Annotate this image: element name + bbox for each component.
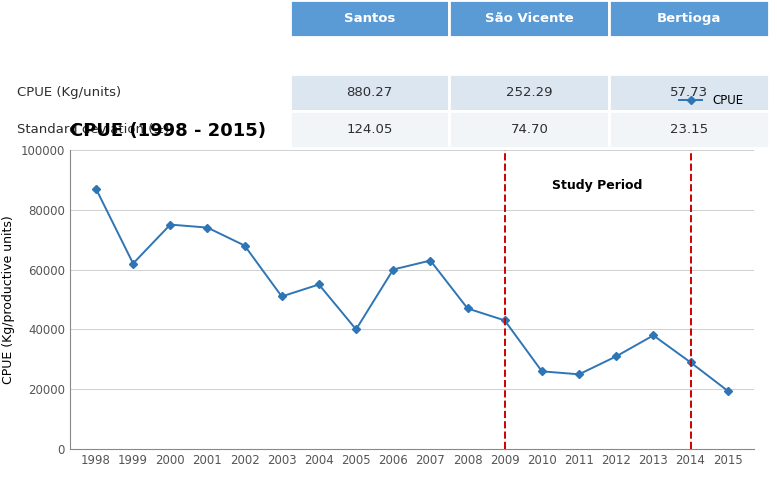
Text: CPUE (1998 - 2015): CPUE (1998 - 2015) (70, 122, 266, 140)
Text: CPUE (Kg/units): CPUE (Kg/units) (17, 86, 121, 99)
Text: 74.70: 74.70 (510, 123, 549, 136)
Text: Standard deviation (±): Standard deviation (±) (17, 123, 169, 136)
Text: 57.73: 57.73 (671, 86, 709, 99)
Text: Bertioga: Bertioga (657, 12, 722, 25)
Text: Study Period: Study Period (552, 179, 643, 192)
Text: 23.15: 23.15 (671, 123, 709, 136)
CPUE (128, 261, 138, 267)
CPUE (91, 186, 100, 192)
Bar (8, 74, 290, 111)
Bar (609, 0, 769, 37)
Legend: CPUE: CPUE (674, 90, 747, 112)
Line: CPUE: CPUE (93, 186, 730, 394)
CPUE (314, 282, 323, 287)
Bar (8, 0, 290, 37)
Text: 252.29: 252.29 (506, 86, 552, 99)
CPUE (611, 354, 621, 359)
Bar (449, 111, 609, 148)
CPUE (351, 327, 361, 332)
Bar (449, 74, 609, 111)
CPUE (240, 242, 249, 248)
Text: São Vicente: São Vicente (485, 12, 573, 25)
CPUE (203, 225, 212, 230)
CPUE (426, 257, 435, 263)
CPUE (723, 388, 733, 394)
Bar (449, 0, 609, 37)
Bar (290, 0, 449, 37)
CPUE (574, 371, 584, 377)
Bar (609, 111, 769, 148)
CPUE (463, 306, 472, 312)
Bar (290, 111, 449, 148)
CPUE (686, 359, 695, 365)
Y-axis label: CPUE (Kg/productive units): CPUE (Kg/productive units) (2, 215, 15, 384)
Text: 124.05: 124.05 (347, 123, 392, 136)
CPUE (166, 222, 175, 227)
Bar (290, 74, 449, 111)
Bar (8, 111, 290, 148)
Text: 880.27: 880.27 (347, 86, 392, 99)
Text: Santos: Santos (343, 12, 395, 25)
CPUE (500, 317, 510, 323)
Bar (609, 74, 769, 111)
CPUE (277, 294, 287, 299)
CPUE (537, 369, 546, 374)
CPUE (649, 332, 658, 338)
CPUE (388, 267, 398, 272)
